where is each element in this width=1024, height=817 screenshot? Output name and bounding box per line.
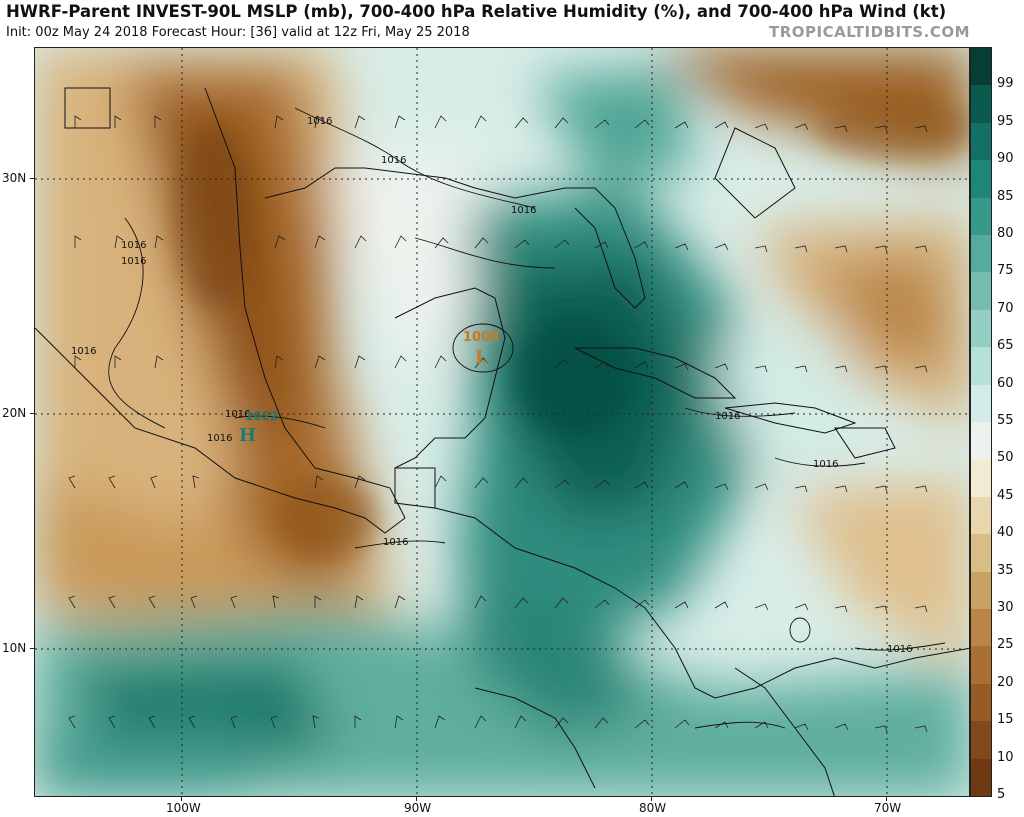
colorbar-label: 85	[997, 188, 1014, 204]
colorbar-step	[971, 384, 991, 423]
isobar-label: 1016	[715, 411, 740, 422]
colorbar-label: 15	[997, 712, 1014, 728]
colorbar-label: 40	[997, 525, 1014, 541]
isobar-label: 1016	[307, 116, 332, 127]
isobar-label: 1016	[207, 433, 232, 444]
lat-label-20n: 20N	[2, 406, 27, 420]
brand-watermark[interactable]: TROPICALTIDBITS.COM	[769, 23, 970, 41]
isobar-label: 1016	[121, 256, 146, 267]
pressure-centers: 1008 L 1022 H	[239, 330, 499, 446]
isobar-label: 1016	[511, 205, 536, 216]
low-pressure-value: 1008	[463, 330, 499, 345]
colorbar-step	[971, 160, 991, 199]
lon-label-100w: 100W	[166, 801, 201, 815]
isobar-label: 1016	[887, 644, 912, 655]
isobars	[108, 107, 946, 729]
colorbar-label: 5	[997, 787, 1006, 802]
colorbar-step	[971, 272, 991, 311]
colorbar-step	[971, 309, 991, 348]
high-pressure-value: 1022	[245, 409, 278, 423]
lat-tick	[30, 648, 34, 649]
weather-map: 1016 1016 1016 1016 1016 1016 1016 1016 …	[34, 47, 970, 797]
colorbar-label: 95	[997, 113, 1014, 129]
forecast-info: Init: 00z May 24 2018 Forecast Hour: [36…	[6, 25, 470, 40]
colorbar-step	[971, 609, 991, 647]
colorbar-label: 65	[997, 338, 1014, 354]
isobar-labels: 1016 1016 1016 1016 1016 1016 1016 1016 …	[71, 116, 912, 655]
colorbar-step	[971, 683, 991, 722]
isobar-label: 1016	[383, 537, 408, 548]
map-canvas: 1016 1016 1016 1016 1016 1016 1016 1016 …	[35, 48, 969, 796]
colorbar-label: 30	[997, 600, 1014, 615]
lat-tick	[30, 413, 34, 414]
lon-label-90w: 90W	[404, 801, 432, 815]
colorbar-label: 20	[997, 674, 1014, 690]
isobar-label: 1016	[381, 155, 406, 166]
colorbar-label: 55	[997, 413, 1014, 428]
colorbar-step	[971, 347, 991, 386]
graticule	[35, 48, 969, 796]
lat-tick	[30, 178, 34, 179]
isobar-label: 1016	[813, 459, 838, 470]
low-pressure-symbol: L	[475, 347, 488, 368]
colorbar-label: 25	[997, 637, 1014, 653]
colorbar-label: 45	[997, 487, 1014, 503]
colorbar-step	[971, 721, 991, 760]
colorbar-label: 80	[997, 226, 1014, 241]
high-pressure-symbol: H	[239, 425, 256, 446]
colorbar-label: 90	[997, 151, 1014, 167]
lat-label-10n: 10N	[2, 641, 27, 655]
lon-tick	[416, 797, 417, 801]
lon-label-80w: 80W	[639, 801, 667, 815]
isobar-label: 1016	[71, 346, 96, 357]
wind-barbs	[68, 115, 928, 733]
colorbar-step	[971, 571, 991, 610]
colorbar-label: 35	[997, 562, 1014, 578]
colorbar-step	[971, 122, 991, 161]
lon-label-70w: 70W	[874, 801, 902, 815]
colorbar-step	[971, 85, 991, 124]
isobar-label: 1016	[225, 409, 250, 420]
isobar-label: 1016	[121, 240, 146, 251]
colorbar-label: 75	[997, 263, 1014, 279]
lon-tick	[181, 797, 182, 801]
colorbar-step	[971, 496, 991, 535]
colorbar-label: 10	[997, 749, 1014, 765]
colorbar-step	[971, 235, 991, 273]
colorbar-step	[971, 422, 991, 460]
lon-tick	[651, 797, 652, 801]
colorbar-label: 60	[997, 375, 1014, 391]
colorbar-label: 70	[997, 300, 1014, 316]
colorbar-label: 99	[997, 76, 1014, 92]
coastlines	[35, 87, 969, 796]
colorbar-step	[971, 197, 991, 236]
colorbar-step	[971, 758, 991, 797]
colorbar-step	[971, 48, 991, 86]
lat-label-30n: 30N	[2, 171, 27, 185]
lon-tick	[886, 797, 887, 801]
colorbar-step	[971, 459, 991, 498]
colorbar-step	[971, 646, 991, 685]
colorbar-step	[971, 534, 991, 573]
map-title: HWRF-Parent INVEST-90L MSLP (mb), 700-40…	[6, 2, 947, 21]
humidity-colorbar	[970, 47, 992, 797]
colorbar-label: 50	[997, 450, 1014, 466]
